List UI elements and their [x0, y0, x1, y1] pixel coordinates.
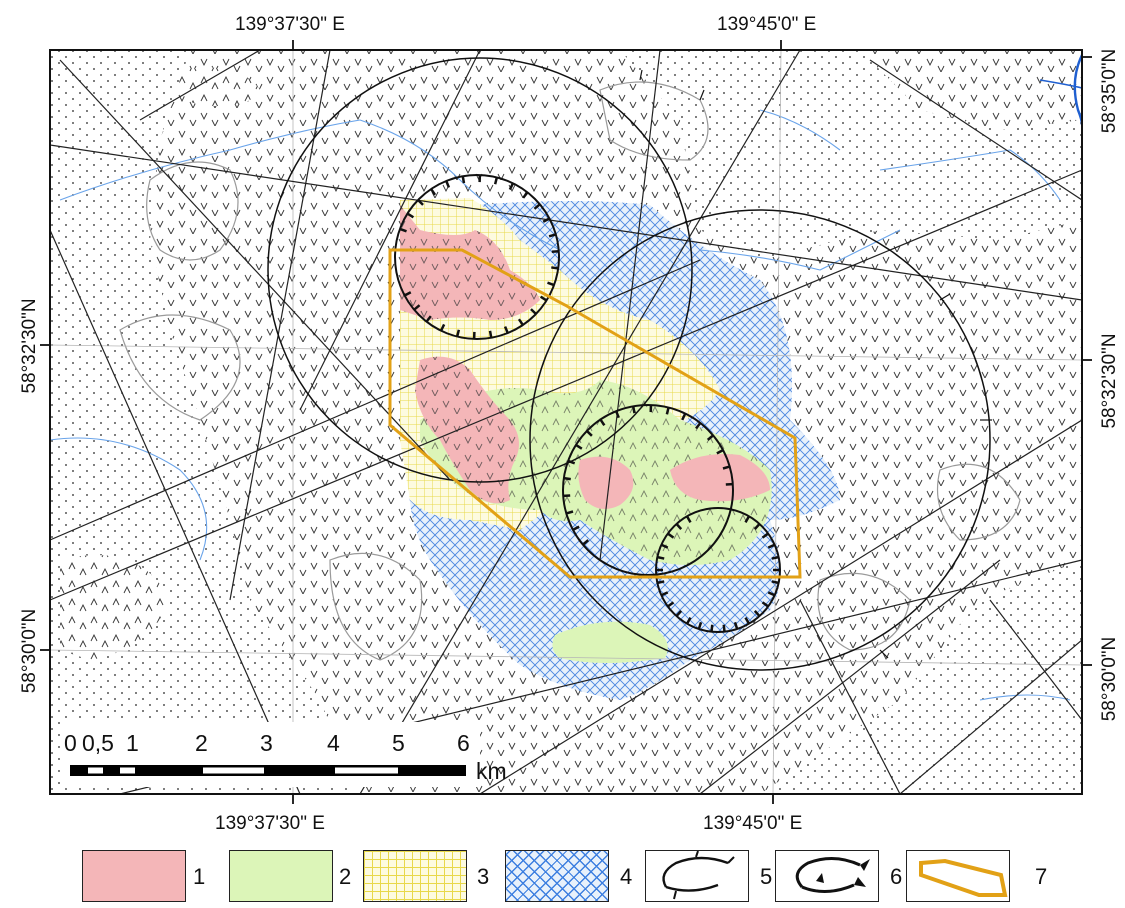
lat-label-left-2: 58°30'0"N [19, 591, 41, 711]
legend-number-5: 5 [760, 864, 772, 890]
legend-number-6: 6 [890, 864, 902, 890]
legend-swatch-1 [82, 850, 186, 902]
lon-label-bottom-1: 139°37'30" E [215, 813, 325, 835]
fault-ring-icon [646, 851, 749, 902]
thrust-tick [667, 408, 669, 415]
thrust-tick [657, 557, 664, 558]
lon-label-top-2: 139°45'0" E [717, 14, 816, 36]
legend-number-1: 1 [193, 864, 205, 890]
thrust-tick [712, 625, 713, 632]
thrust-tick [463, 176, 464, 183]
legend-swatch-7 [906, 850, 1010, 902]
legend-number-2: 2 [339, 864, 351, 890]
legend-number-4: 4 [620, 864, 632, 890]
legend-swatch-4 [505, 850, 609, 902]
thrust-tick [633, 406, 634, 413]
lat-label-left-1: 58°32'30"N [19, 286, 41, 406]
legend-swatch-6 [775, 850, 879, 902]
scale-tick-2: 2 [195, 730, 208, 757]
thrust-tick [772, 581, 779, 582]
lon-label-top-1: 139°37'30" E [235, 14, 345, 36]
thrust-tick [657, 581, 664, 582]
thrust-tick [772, 557, 779, 558]
legend-swatch-5 [645, 850, 749, 902]
scale-tick-1: 1 [126, 730, 139, 757]
scale-bar-graphic [70, 765, 466, 776]
scale-tick-0-5: 0,5 [82, 730, 114, 757]
scale-unit: km [476, 758, 507, 785]
legend-swatch-2 [229, 850, 333, 902]
lon-label-bottom-2: 139°45'0" E [703, 813, 802, 835]
thrust-tick [551, 267, 558, 268]
thrust-tick [457, 330, 459, 337]
scale-tick-0: 0 [64, 730, 77, 757]
thrust-ring-icon [776, 851, 879, 902]
scale-tick-6: 6 [457, 730, 470, 757]
lat-label-right-1: 58°35'0"N [1099, 31, 1121, 151]
scale-tick-3: 3 [260, 730, 273, 757]
thrust-tick [495, 177, 497, 184]
thrust-tick [724, 625, 725, 632]
thrust-tick [564, 478, 571, 479]
outline-polygon-icon [907, 851, 1010, 902]
legend-number-7: 7 [1035, 864, 1047, 890]
legend-number-3: 3 [477, 864, 489, 890]
legend-swatch-3 [363, 850, 467, 902]
lat-label-right-3: 58°30'0"N [1099, 619, 1121, 739]
thrust-tick [490, 331, 491, 338]
lat-label-right-2: 58°32'30"N [1099, 321, 1121, 441]
scale-tick-4: 4 [327, 730, 340, 757]
scale-tick-5: 5 [392, 730, 405, 757]
